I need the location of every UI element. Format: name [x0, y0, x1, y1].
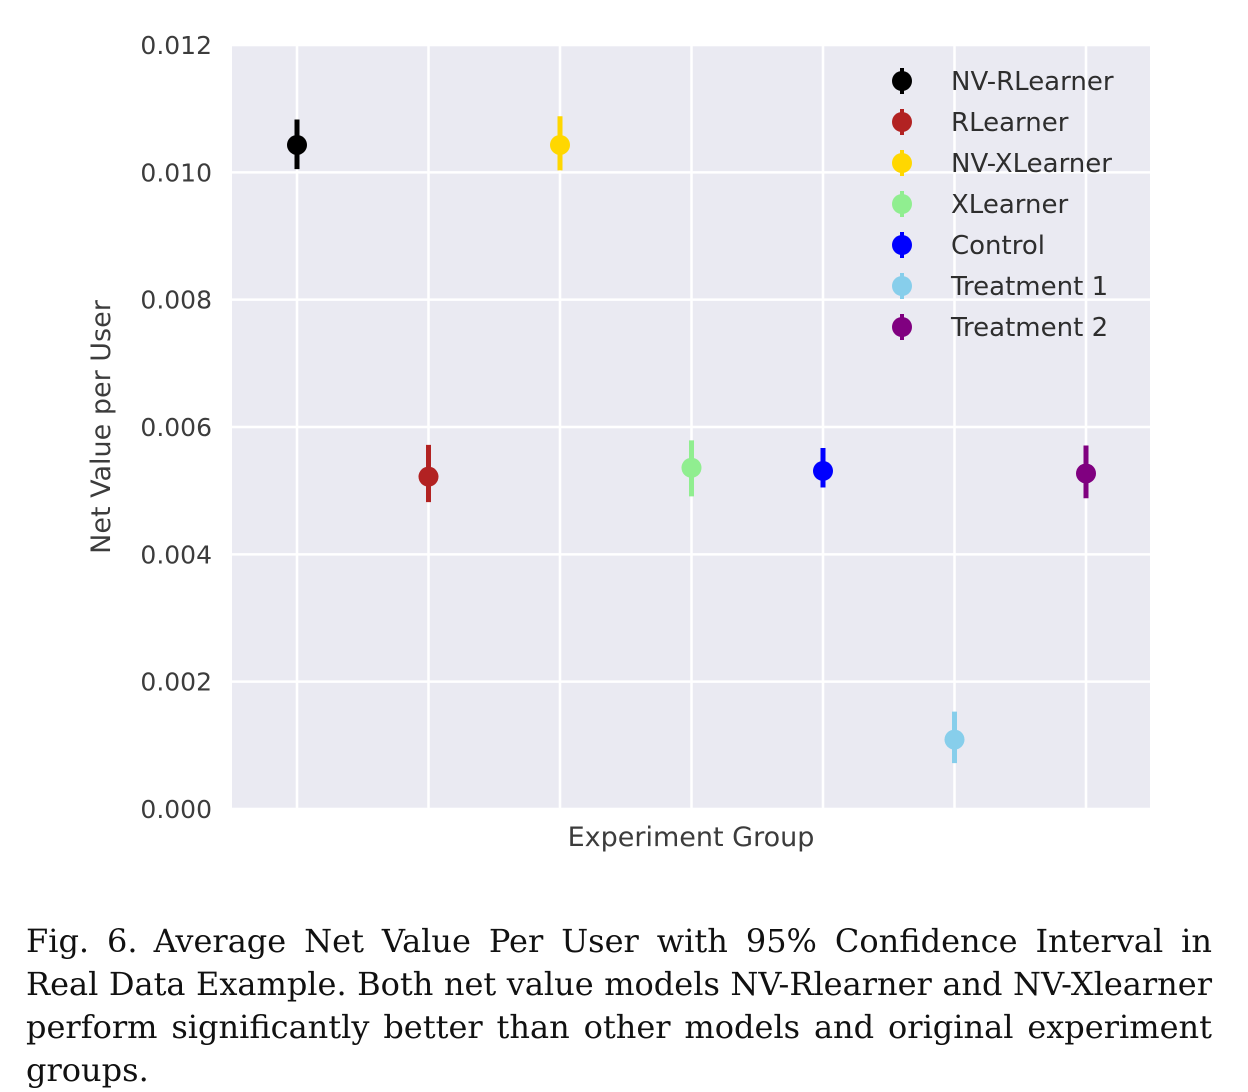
y-axis-label: Net Value per User [86, 299, 117, 554]
data-point [550, 134, 570, 155]
legend-entry: XLearner [892, 190, 1068, 220]
legend-label: RLearner [951, 108, 1069, 138]
point-treatment-1 [944, 711, 965, 764]
legend-label: XLearner [951, 190, 1068, 220]
y-tick-label: 0.008 [140, 286, 212, 315]
point-nv-xlearner [550, 116, 570, 171]
legend-label: NV-RLearner [951, 67, 1114, 97]
legend-entry: NV-RLearner [892, 67, 1114, 97]
point-treatment-2 [1076, 445, 1096, 499]
legend-entry: Control [892, 231, 1045, 261]
legend-label: Control [951, 231, 1045, 261]
legend-marker [892, 317, 912, 337]
point-xlearner [681, 440, 702, 497]
legend: NV-RLearner RLearner NV-XLearner XLearner Co… [892, 67, 1114, 343]
legend-marker [892, 71, 912, 91]
legend-label: Treatment 2 [950, 313, 1108, 343]
point-rlearner [418, 444, 439, 503]
legend-entry: NV-XLearner [892, 149, 1112, 179]
legend-label: Treatment 1 [950, 272, 1108, 302]
legend-marker [892, 276, 912, 296]
y-tick-label: 0.006 [140, 413, 212, 442]
grid [232, 43, 1150, 811]
point-control [813, 448, 833, 488]
legend-entry: Treatment 2 [892, 313, 1108, 343]
y-tick-label: 0.000 [140, 795, 212, 824]
legend-marker [892, 153, 912, 173]
legend-marker [892, 235, 912, 255]
legend-label: NV-XLearner [951, 149, 1112, 179]
data-point [1076, 463, 1096, 484]
caption-text: Average Net Value Per User with 95% Conf… [26, 922, 1213, 1089]
data-point [944, 729, 965, 750]
y-tick-label: 0.004 [140, 540, 212, 569]
y-tick-label: 0.012 [140, 31, 212, 60]
legend-entry: RLearner [892, 108, 1069, 138]
data-point [287, 134, 307, 155]
data-point [418, 466, 439, 487]
point-nv-rlearner [287, 119, 307, 170]
figure-number: Fig. 6. [26, 922, 138, 960]
y-ticks: 0.000 0.002 0.004 0.006 0.008 0.010 0.012 [140, 31, 212, 824]
data-marks [287, 116, 1096, 764]
figure-caption: Fig. 6. Average Net Value Per User with 9… [26, 920, 1212, 1092]
x-axis-label: Experiment Group [568, 822, 815, 853]
y-tick-label: 0.002 [140, 668, 212, 697]
data-point [681, 457, 702, 478]
legend-entry: Treatment 1 [892, 272, 1108, 302]
y-tick-label: 0.010 [140, 158, 212, 187]
legend-marker [892, 194, 912, 214]
legend-marker [892, 112, 912, 132]
data-point [813, 460, 833, 481]
chart: 0.000 0.002 0.004 0.006 0.008 0.010 0.012 NV-R… [86, 31, 1150, 853]
